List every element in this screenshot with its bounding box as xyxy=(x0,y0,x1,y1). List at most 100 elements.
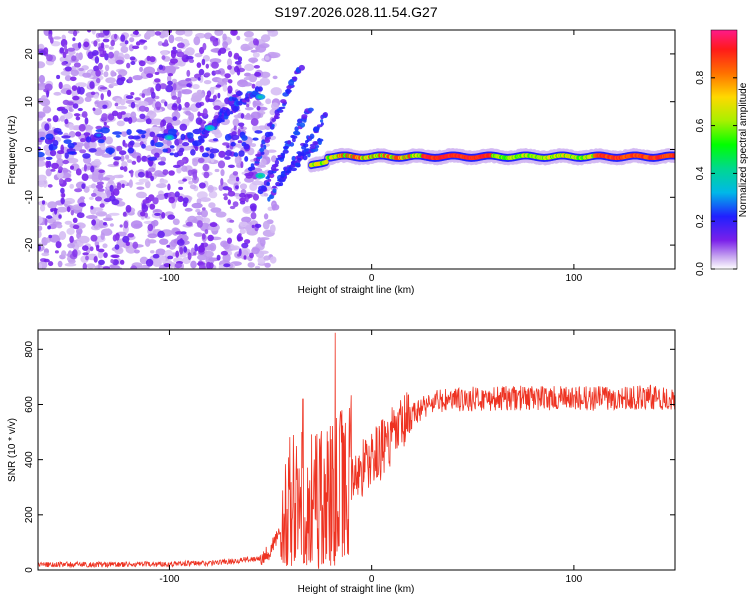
noise-haze xyxy=(222,41,229,49)
multipath-streak xyxy=(317,138,324,142)
noise-speckle xyxy=(109,184,114,192)
bright-spot-core xyxy=(257,95,263,99)
noise-band xyxy=(82,153,91,159)
noise-speckle xyxy=(58,178,64,184)
noise-band xyxy=(105,147,115,154)
noise-haze xyxy=(252,100,262,106)
noise-speckle xyxy=(227,237,232,244)
noise-haze xyxy=(214,30,224,36)
noise-haze xyxy=(38,160,46,167)
noise-band xyxy=(154,142,164,148)
noise-speckle xyxy=(107,89,112,97)
colorbar: 0.0 0.2 0.4 0.6 0.8 Normalized spectral ampl… xyxy=(695,29,749,276)
noise-speckle xyxy=(180,231,187,235)
noise-haze xyxy=(45,168,52,177)
y-tick-label: 600 xyxy=(24,396,35,413)
noise-band xyxy=(224,156,231,160)
noise-speckle xyxy=(63,44,67,51)
noise-speckle xyxy=(79,149,87,154)
noise-speckle xyxy=(134,97,141,101)
noise-speckle xyxy=(120,259,125,265)
noise-haze xyxy=(243,46,254,51)
noise-speckle xyxy=(193,173,198,181)
noise-speckle xyxy=(91,50,99,56)
noise-speckle xyxy=(125,205,132,213)
multipath-streak xyxy=(316,124,323,128)
noise-haze xyxy=(226,227,233,234)
noise-speckle xyxy=(249,252,254,259)
chart-title: S197.2026.028.11.54.G27 xyxy=(274,4,437,20)
noise-speckle xyxy=(240,126,244,130)
noise-speckle xyxy=(72,217,78,223)
noise-speckle xyxy=(102,38,110,43)
noise-speckle xyxy=(49,149,57,157)
noise-haze xyxy=(97,212,107,216)
noise-speckle xyxy=(233,125,237,131)
noise-speckle xyxy=(113,33,118,40)
noise-haze xyxy=(159,179,168,185)
noise-speckle xyxy=(167,80,173,86)
noise-haze xyxy=(248,57,259,63)
noise-speckle xyxy=(112,259,119,266)
noise-haze xyxy=(135,191,147,199)
multipath-streak xyxy=(274,113,280,117)
noise-speckle xyxy=(75,168,82,176)
colorbar-label: Normalized spectral amplitude xyxy=(738,82,749,217)
noise-band xyxy=(201,152,210,158)
noise-speckle xyxy=(139,39,148,43)
noise-speckle xyxy=(119,150,127,156)
noise-haze xyxy=(130,111,137,119)
noise-haze xyxy=(266,30,276,33)
noise-speckle xyxy=(130,92,135,96)
noise-band xyxy=(45,156,53,160)
noise-speckle xyxy=(114,102,119,107)
noise-haze xyxy=(60,70,71,76)
multipath-streak xyxy=(293,130,300,135)
noise-haze xyxy=(207,184,214,193)
noise-haze xyxy=(177,60,186,67)
noise-speckle xyxy=(175,250,180,258)
noise-speckle xyxy=(93,40,98,47)
noise-speckle xyxy=(71,55,77,62)
noise-speckle xyxy=(124,40,129,45)
noise-haze xyxy=(258,250,269,255)
noise-speckle xyxy=(97,248,105,253)
noise-speckle xyxy=(114,244,120,250)
multipath-streak xyxy=(266,136,271,140)
noise-speckle xyxy=(218,150,226,158)
noise-haze xyxy=(239,183,248,190)
multipath-streak xyxy=(255,153,262,157)
noise-speckle xyxy=(66,206,71,213)
noise-speckle xyxy=(104,53,109,61)
noise-speckle xyxy=(239,200,246,205)
noise-speckle xyxy=(90,165,95,173)
noise-speckle xyxy=(54,207,58,215)
noise-speckle xyxy=(100,42,105,49)
noise-haze xyxy=(89,140,97,150)
noise-speckle xyxy=(141,93,146,98)
noise-speckle xyxy=(132,30,139,35)
noise-speckle xyxy=(198,68,205,76)
noise-speckle xyxy=(72,249,78,258)
colorbar-ticks: 0.0 0.2 0.4 0.6 0.8 xyxy=(695,70,737,276)
noise-speckle xyxy=(58,81,63,90)
noise-speckle xyxy=(108,51,114,59)
noise-speckle xyxy=(246,103,250,108)
noise-speckle xyxy=(196,220,203,228)
noise-speckle xyxy=(102,266,111,269)
noise-haze xyxy=(202,250,214,258)
multipath-streak xyxy=(227,111,231,116)
noise-haze xyxy=(130,33,142,38)
noise-speckle xyxy=(167,73,174,77)
noise-haze xyxy=(104,64,110,72)
noise-haze xyxy=(61,34,66,41)
noise-speckle xyxy=(167,255,174,260)
noise-band xyxy=(48,144,54,151)
noise-speckle xyxy=(256,105,261,111)
multipath-streak xyxy=(265,176,270,180)
noise-speckle xyxy=(202,163,210,172)
noise-speckle xyxy=(238,122,245,127)
noise-haze xyxy=(120,46,129,53)
noise-band xyxy=(244,156,249,162)
snr-panel: -100 0 100 0 200 400 600 800 Height of straight… xyxy=(7,329,676,595)
